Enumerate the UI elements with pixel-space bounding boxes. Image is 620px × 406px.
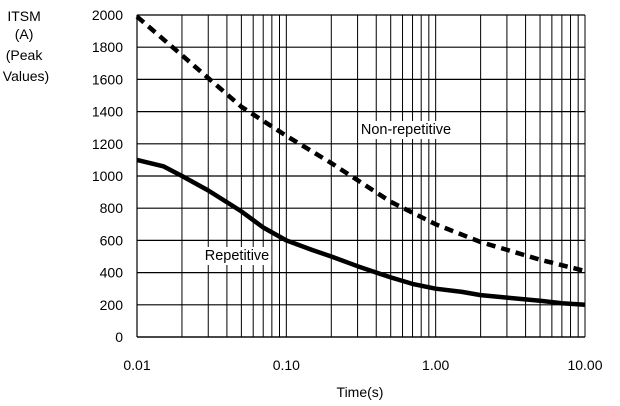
series-label-background <box>202 247 272 265</box>
series-layer <box>135 14 586 308</box>
y-tick-label: 1200 <box>92 136 123 152</box>
y-tick-label: 1400 <box>92 104 123 120</box>
x-tick-label: 0.01 <box>123 357 150 373</box>
series-label-repetitive: Repetitive <box>205 248 269 264</box>
series-line-repetitive <box>136 157 586 308</box>
y-tick-label: 1000 <box>92 168 123 184</box>
y-axis-label-line-2: (A) <box>15 26 34 42</box>
y-tick-label: 0 <box>115 329 123 345</box>
x-axis-label: Time(s) <box>337 384 384 400</box>
series-label-non-repetitive: Non-repetitive <box>361 122 451 138</box>
x-tick-label: 0.10 <box>273 357 300 373</box>
y-axis-label-line-1: ITSM <box>7 8 40 24</box>
y-tick-label: 200 <box>100 297 124 313</box>
plot-frame <box>136 15 585 338</box>
x-tick-label: 10.00 <box>567 357 602 373</box>
x-tick-labels: 0.01 0.10 1.00 10.00 <box>123 357 602 373</box>
y-axis-label-line-4: Values) <box>3 68 49 84</box>
y-tick-label: 800 <box>100 200 124 216</box>
y-tick-label: 1800 <box>92 39 123 55</box>
y-tick-label: 400 <box>100 265 124 281</box>
y-tick-label: 1600 <box>92 71 123 87</box>
series-line-non-repetitive <box>135 14 586 274</box>
series-label-background <box>358 121 454 139</box>
y-axis-label-line-3: (Peak <box>6 47 44 63</box>
y-tick-label: 2000 <box>92 7 123 23</box>
y-tick-labels: 0 200 400 600 800 1000 1200 1400 1600 1800 2000 <box>92 7 123 345</box>
y-axis-label: ITSM (A) (Peak Values) <box>3 8 49 84</box>
x-tick-label: 1.00 <box>422 357 449 373</box>
y-tick-label: 600 <box>100 232 124 248</box>
